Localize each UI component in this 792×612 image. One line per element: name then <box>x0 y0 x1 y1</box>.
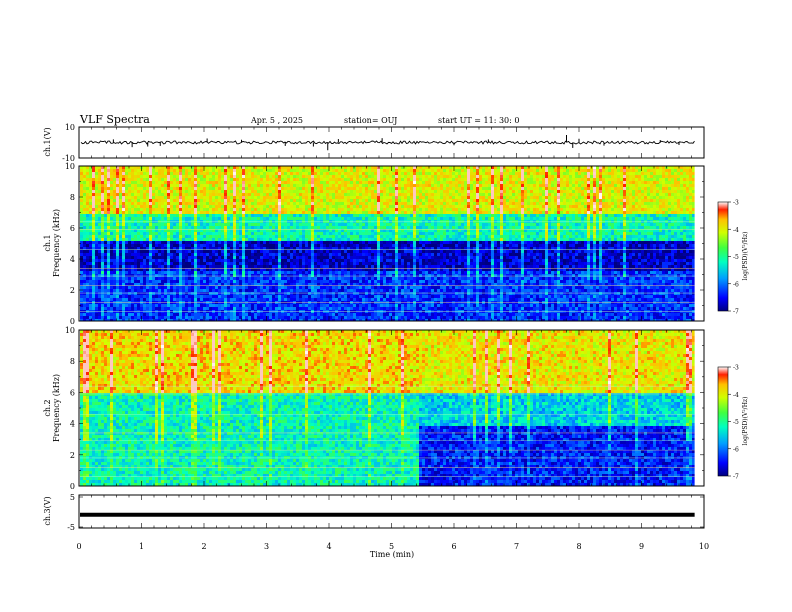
ch2-spec-ytick-label: 0 <box>70 482 75 491</box>
ch2-colorbar-gradient <box>717 366 729 477</box>
ch2-spec-ytick-label: 4 <box>70 420 75 429</box>
ch1-spectrogram-ylabel-freq: Frequency (kHz) <box>52 209 61 277</box>
colorbar-tick-label: -6 <box>733 281 739 288</box>
colorbar-tick-label: -6 <box>733 446 739 453</box>
colorbar-tick-label: -4 <box>733 227 739 234</box>
ch2-spectrogram-ylabel-freq: Frequency (kHz) <box>52 374 61 442</box>
ch2-spec-ytick-label: 10 <box>65 326 75 335</box>
ch1-colorbar-ticks: -3 -4 -5 -6 -7 <box>728 200 739 316</box>
x-tick-label: 7 <box>514 542 519 551</box>
ch1-spectrogram-image <box>80 166 704 321</box>
ch1-ytick-label: -10 <box>62 154 75 163</box>
colorbar-tick-label: -3 <box>733 365 739 372</box>
x-tick-label: 2 <box>201 542 206 551</box>
x-tick-label: 1 <box>139 542 144 551</box>
ch1-waveform-ylabel: ch.1(V) <box>43 127 52 156</box>
x-tick-label: 8 <box>576 542 581 551</box>
colorbar-tick-label: -5 <box>733 254 739 261</box>
ch2-spec-ytick-label: 2 <box>70 451 75 460</box>
ch1-spec-ytick-label: 4 <box>70 255 75 264</box>
colorbar-tick-label: -4 <box>733 392 739 399</box>
x-tick-label: 10 <box>699 542 709 551</box>
ch2-colorbar-label: log(PSD)(V²/Hz) <box>742 397 749 446</box>
x-tick-label: 9 <box>639 542 644 551</box>
ch1-spec-ytick-label: 8 <box>70 193 75 202</box>
ch2-spectrogram-image <box>80 330 704 486</box>
ch3-ytick-label: -5 <box>67 523 75 532</box>
x-tick-label: 5 <box>389 542 394 551</box>
ch1-waveform-panel <box>78 126 705 159</box>
ch2-colorbar-ticks: -3 -4 -5 -6 -7 <box>728 365 739 481</box>
ch1-spec-ytick-label: 6 <box>70 224 75 233</box>
colorbar-tick-label: -5 <box>733 419 739 426</box>
x-tick-label: 4 <box>326 542 331 551</box>
date-label: Apr. 5 , 2025 <box>250 116 303 125</box>
ch1-waveform-trace <box>78 135 695 151</box>
start-ut-label: start UT = 11: 30: 0 <box>438 116 519 125</box>
figure-title: VLF Spectra <box>79 113 150 126</box>
x-axis-label: Time (min) <box>370 550 414 559</box>
ch2-spec-ytick-label: 8 <box>70 357 75 366</box>
station-label: station= OUJ <box>344 116 397 125</box>
ch1-colorbar-gradient <box>717 201 729 312</box>
x-tick-label: 0 <box>76 542 81 551</box>
ch1-spec-ytick-label: 0 <box>70 317 75 326</box>
x-tick-label: 3 <box>264 542 269 551</box>
ch2-colorbar: -3 -4 -5 -6 -7 log(PSD)(V²/Hz) <box>717 365 749 481</box>
ch1-spec-ytick-label: 10 <box>65 162 75 171</box>
ch3-waveform-ylabel: ch.3(V) <box>43 496 52 525</box>
colorbar-tick-label: -7 <box>733 309 739 316</box>
ch2-spec-ytick-label: 6 <box>70 388 75 397</box>
ch1-ytick-label: 10 <box>65 123 75 132</box>
ch1-colorbar: -3 -4 -5 -6 -7 log(PSD)(V²/Hz) <box>717 200 749 316</box>
colorbar-tick-label: -7 <box>733 474 739 481</box>
colorbar-tick-label: -3 <box>733 200 739 207</box>
ch3-ytick-label: 5 <box>70 493 75 502</box>
ch1-spec-ytick-label: 2 <box>70 286 75 295</box>
x-axis-ticks: 0 1 2 3 4 5 6 7 8 9 10 <box>76 127 709 551</box>
x-tick-label: 6 <box>451 542 456 551</box>
ch2-spectrogram-ylabel-channel: ch.2 <box>43 399 52 416</box>
ch1-colorbar-label: log(PSD)(V²/Hz) <box>742 232 749 281</box>
ch1-spectrogram-ylabel-channel: ch.1 <box>43 234 52 251</box>
